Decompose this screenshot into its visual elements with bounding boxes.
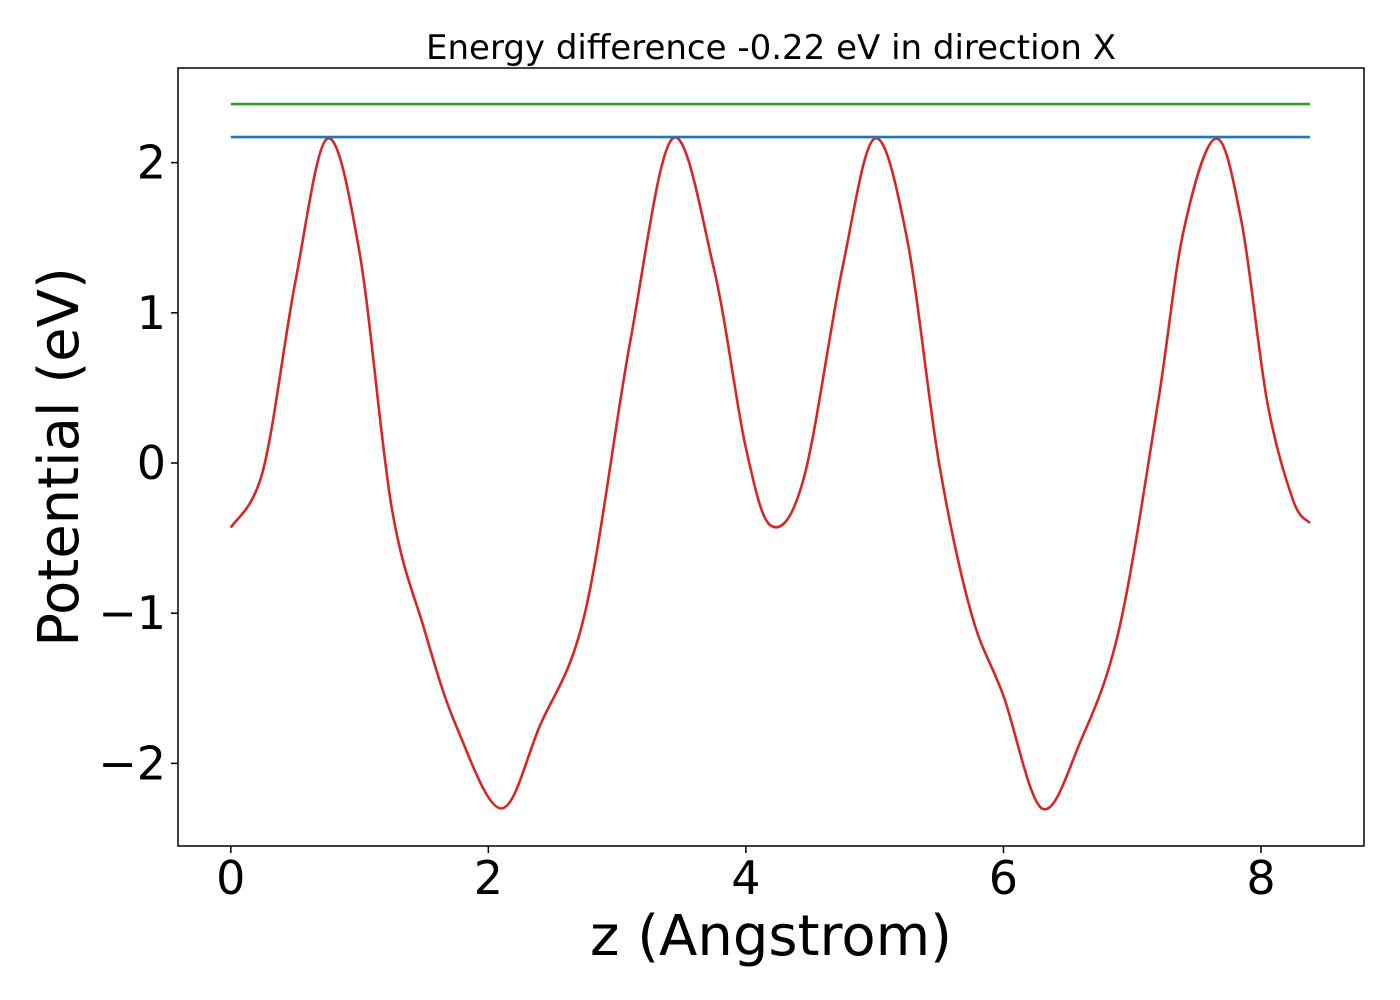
x-tick-label: 4 bbox=[731, 851, 760, 905]
y-tick-label: −2 bbox=[98, 736, 166, 790]
potential-curve-line bbox=[229, 136, 1311, 811]
y-tick-label: 1 bbox=[137, 286, 166, 340]
y-axis-label: Potential (eV) bbox=[27, 267, 92, 647]
x-axis-label: z (Angstrom) bbox=[590, 904, 952, 969]
x-tick-label: 6 bbox=[989, 851, 1018, 905]
y-tick-label: 0 bbox=[137, 436, 166, 490]
ticks-layer: 0 2 4 6 8 −2 −1 0 1 2 bbox=[98, 136, 1275, 905]
x-tick-label: 8 bbox=[1246, 851, 1275, 905]
plot-frame bbox=[177, 67, 1365, 847]
y-tick-label: −1 bbox=[98, 586, 166, 640]
chart-title: Energy difference -0.22 eV in direction … bbox=[426, 28, 1116, 68]
y-tick-label: 2 bbox=[137, 136, 166, 190]
x-tick-label: 2 bbox=[474, 851, 503, 905]
series-layer bbox=[229, 102, 1311, 811]
x-tick-label: 0 bbox=[216, 851, 245, 905]
